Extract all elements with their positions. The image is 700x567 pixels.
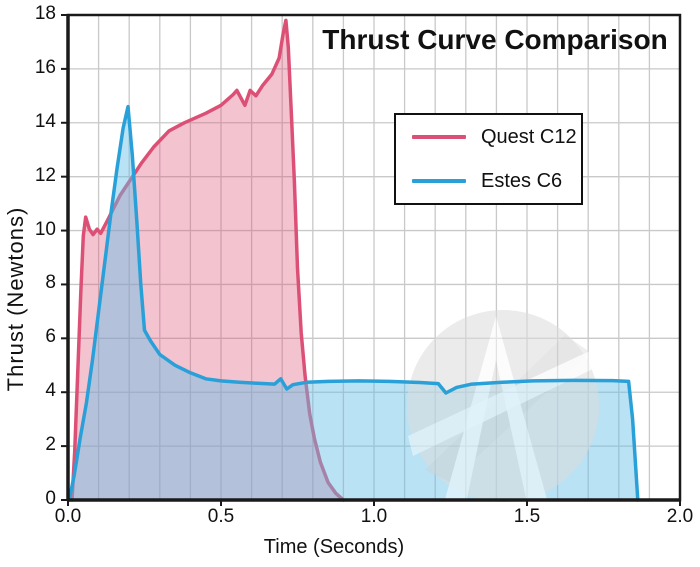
- y-tick-label: 2: [45, 434, 56, 456]
- y-tick-label: 0: [45, 488, 56, 509]
- x-tick-label: 0.0: [54, 506, 82, 527]
- x-tick-label: 1.0: [360, 506, 388, 527]
- x-tick-label: 1.5: [513, 506, 541, 527]
- y-tick-label: 8: [45, 272, 56, 294]
- estes-c6-line-sample: [412, 179, 466, 183]
- watermark-rocket-a: [444, 316, 548, 503]
- legend-label-quest-c12: Quest C12: [481, 125, 577, 148]
- y-tick-label: 6: [45, 326, 56, 348]
- y-tick-label: 4: [45, 380, 56, 402]
- chart-legend: Quest C12 Estes C6: [394, 113, 583, 205]
- legend-label-estes-c6: Estes C6: [481, 169, 563, 192]
- legend-row-quest-c12: Quest C12: [396, 115, 581, 159]
- rocket-logo-watermark: [407, 310, 599, 503]
- x-tick-label: 0.5: [207, 506, 235, 527]
- quest-c12-series: [70, 18, 346, 502]
- estes-c6-line: [67, 104, 640, 502]
- y-tick-label: 18: [34, 3, 56, 24]
- legend-row-estes-c6: Estes C6: [396, 159, 581, 203]
- plot-frame: [61, 13, 682, 506]
- y-tick-label: 10: [34, 218, 56, 240]
- x-tick-label: 2.0: [666, 506, 694, 527]
- y-tick-label: 12: [34, 164, 56, 186]
- y-tick-label: 14: [34, 110, 56, 132]
- watermark-circle: [407, 310, 599, 502]
- chart-title: Thrust Curve Comparison: [322, 24, 668, 55]
- x-axis-label: Time (Seconds): [263, 536, 405, 558]
- quest-c12-line-sample: [412, 135, 466, 139]
- watermark-swoosh: [408, 348, 599, 456]
- y-tick-label: 16: [34, 56, 56, 78]
- watermark-swoosh-shadow: [425, 335, 590, 482]
